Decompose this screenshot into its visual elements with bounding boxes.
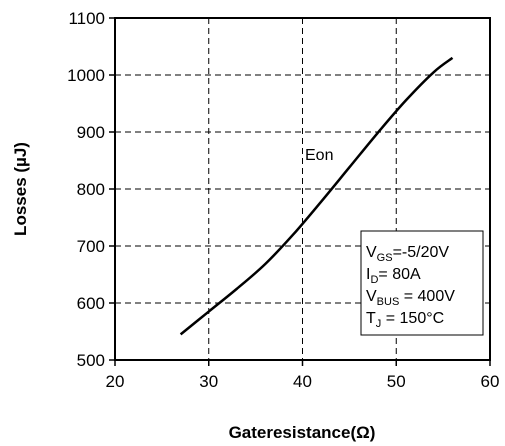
condition-value: = 80A	[378, 266, 421, 283]
y-tick-label-1100: 1100	[68, 9, 105, 28]
x-tick-label-40: 40	[293, 372, 312, 391]
x-tick-label-20: 20	[106, 372, 125, 391]
conditions-box	[360, 230, 484, 336]
x-tick-label-50: 50	[387, 372, 406, 391]
condition-line-3: VBUS = 400V	[366, 288, 455, 308]
condition-line-2: ID= 80A	[366, 266, 421, 286]
condition-symbol: I	[366, 266, 370, 283]
condition-symbol: V	[366, 244, 377, 261]
x-axis-ticks: 20 30 40 50 60	[106, 360, 500, 391]
series-line-eon	[179, 56, 454, 336]
condition-line-1: VGS=-5/20V	[366, 244, 449, 264]
y-tick-label-800: 800	[77, 180, 105, 199]
condition-value: = 150°C	[381, 310, 444, 327]
y-tick-label-700: 700	[77, 237, 105, 256]
condition-value: =-5/20V	[393, 244, 450, 261]
condition-line-4: TJ = 150°C	[366, 310, 444, 330]
condition-subscript: BUS	[377, 296, 400, 308]
y-tick-label-1000: 1000	[67, 66, 105, 85]
condition-value: = 400V	[399, 288, 455, 305]
y-axis-label: Losses (µJ)	[11, 142, 30, 236]
condition-subscript: GS	[377, 252, 393, 264]
condition-subscript: J	[376, 318, 382, 330]
series-label-eon: Eon	[305, 147, 333, 164]
y-axis-ticks: 500 600 700 800 900 1000 1100	[67, 9, 115, 370]
condition-symbol: T	[366, 310, 376, 327]
x-tick-label-60: 60	[481, 372, 500, 391]
y-tick-label-600: 600	[77, 294, 105, 313]
y-tick-label-500: 500	[77, 351, 105, 370]
series-layer	[179, 56, 454, 336]
x-tick-label-30: 30	[199, 372, 218, 391]
condition-symbol: V	[366, 288, 377, 305]
y-tick-label-900: 900	[77, 123, 105, 142]
condition-subscript: D	[370, 274, 378, 286]
x-axis-label: Gateresistance(Ω)	[229, 423, 376, 442]
